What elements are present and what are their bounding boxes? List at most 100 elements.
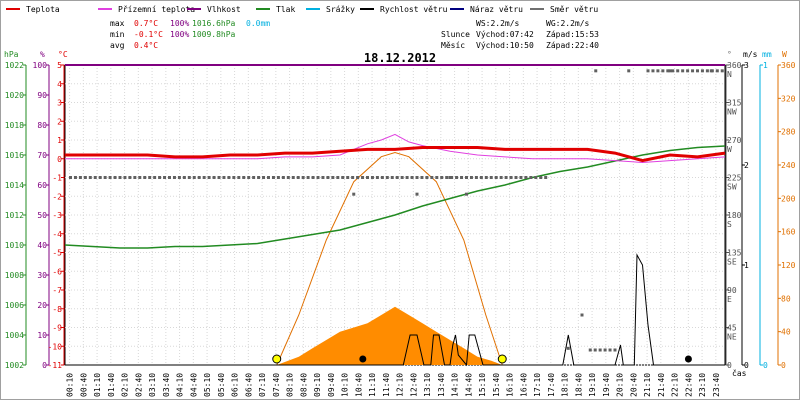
y-tick-label-temperature: -2 (52, 192, 62, 201)
stat-avg-label: avg (110, 41, 125, 50)
x-tick-label: 21:10 (643, 373, 652, 397)
wind-dir-point (524, 176, 528, 179)
wind-dir-point (78, 176, 82, 179)
wind-dir-point (405, 176, 409, 179)
wind-dir-point (296, 176, 300, 179)
wind-dir-point (375, 176, 379, 179)
x-tick-label: 16:40 (519, 373, 528, 397)
stat-max-press: 1016.6hPa (192, 19, 236, 28)
axes-layer: 00:10 00:40 01:10 01:40 02:10 02:40 03:10 03:40… (5, 61, 796, 397)
y-tick-label-solar: 280 (781, 128, 796, 137)
y-tick-label-humidity: 30 (37, 271, 47, 280)
wind-dir-point (69, 176, 72, 179)
y-tick-label-temperature: 2 (57, 117, 62, 126)
wind-dir-point (286, 176, 290, 179)
wind-dir-point (172, 176, 176, 179)
stat-max-rain: 0.0mm (246, 19, 270, 28)
x-tick-label: 08:10 (286, 373, 295, 397)
y-tick-label-humidity: 80 (37, 121, 47, 130)
axis-title-mm: mm (762, 50, 772, 59)
wind-dir-point (720, 69, 724, 73)
y-tick-label-wind_dir: 180 (727, 211, 742, 220)
wind-dir-point (400, 176, 404, 179)
y-tick-label-temperature: -7 (52, 286, 62, 295)
y-tick-label-wind_speed: 3 (744, 61, 749, 70)
x-tick-label: 17:40 (547, 373, 556, 397)
y-tick-label-humidity: 20 (37, 301, 47, 310)
x-tick-label: 15:40 (492, 373, 501, 397)
x-tick-label: 11:10 (368, 373, 377, 397)
x-tick-label: 20:10 (616, 373, 625, 397)
wind-dir-point (445, 176, 449, 179)
wind-dir-point (509, 176, 513, 179)
x-tick-label: 17:10 (533, 373, 542, 397)
y-tick-label-pressure: 1010 (5, 241, 24, 250)
x-tick-label: 12:10 (396, 373, 405, 397)
y-tick-label-pressure: 1012 (5, 211, 24, 220)
y-tick-label-temperature: 1 (57, 136, 62, 145)
wind-dir-point (202, 176, 206, 179)
x-tick-label: 20:40 (629, 373, 638, 397)
x-tick-label: 03:40 (162, 373, 171, 397)
wind-dir-point (651, 69, 655, 73)
wind-ws: WS:2.2m/s (476, 19, 520, 28)
wind-dir-point (276, 176, 280, 179)
moon-set: Západ:22:40 (546, 41, 599, 50)
wind-dir-point (395, 176, 399, 179)
y-tick-label-humidity: 90 (37, 91, 47, 100)
x-tick-label: 12:40 (409, 373, 418, 397)
dir-label: SE (727, 258, 737, 267)
wind-dir-point (271, 176, 275, 179)
moonset-marker (684, 355, 692, 363)
y-tick-label-pressure: 1016 (5, 151, 24, 160)
x-tick-label: 19:40 (602, 373, 611, 397)
y-tick-label-solar: 120 (781, 261, 796, 270)
wind-dir-point (158, 176, 162, 179)
wind-dir-point (705, 69, 709, 73)
x-tick-label: 01:10 (93, 373, 102, 397)
wind-dir-point (566, 346, 570, 350)
x-tick-label: 13:10 (423, 373, 432, 397)
axis-title-ms: m/s (743, 50, 758, 59)
wind-dir-point (514, 176, 518, 179)
y-tick-label-temperature: 5 (57, 61, 62, 70)
y-tick-label-solar: 320 (781, 94, 796, 103)
wind-dir-point (93, 176, 97, 179)
wind-dir-point (691, 69, 695, 73)
legend-item-temp: Teplota (6, 5, 60, 14)
wind-dir-point (143, 176, 147, 179)
y-tick-label-wind_dir: 45 (727, 324, 737, 333)
wind-dir-point (460, 176, 464, 179)
wind-dir-point (227, 176, 231, 179)
y-tick-label-pressure: 1008 (5, 271, 24, 280)
dir-label: NE (727, 333, 737, 342)
wind-dir-point (415, 176, 419, 179)
wind-dir-point (666, 69, 670, 73)
wind-dir-point (316, 176, 320, 179)
wind-dir-point (700, 69, 704, 73)
y-tick-label-pressure: 1022 (5, 61, 24, 70)
y-tick-label-solar: 40 (781, 328, 791, 337)
wind-dir-point (197, 176, 201, 179)
wind-dir-point (262, 176, 266, 179)
wind-dir-point (153, 176, 157, 179)
y-tick-label-temperature: -11 (48, 361, 63, 370)
wind-dir-point (366, 176, 369, 179)
wind-dir-point (321, 176, 325, 179)
y-tick-label-wind_speed: 1 (744, 261, 749, 270)
x-tick-label: 04:10 (176, 373, 185, 397)
x-tick-label: 05:40 (217, 373, 226, 397)
y-tick-label-pressure: 1004 (5, 331, 24, 340)
dir-label: NW (727, 108, 737, 117)
x-tick-label: 21:40 (657, 373, 666, 397)
y-tick-label-pressure: 1002 (5, 361, 24, 370)
y-tick-label-solar: 200 (781, 194, 796, 203)
wind-dir-point (465, 176, 468, 179)
y-tick-label-solar: 0 (781, 361, 786, 370)
solar-area (276, 306, 503, 365)
wind-speed-line (65, 253, 725, 367)
wind-dir-point (83, 176, 87, 179)
y-tick-label-solar: 360 (781, 61, 796, 70)
series-layer (64, 64, 726, 367)
